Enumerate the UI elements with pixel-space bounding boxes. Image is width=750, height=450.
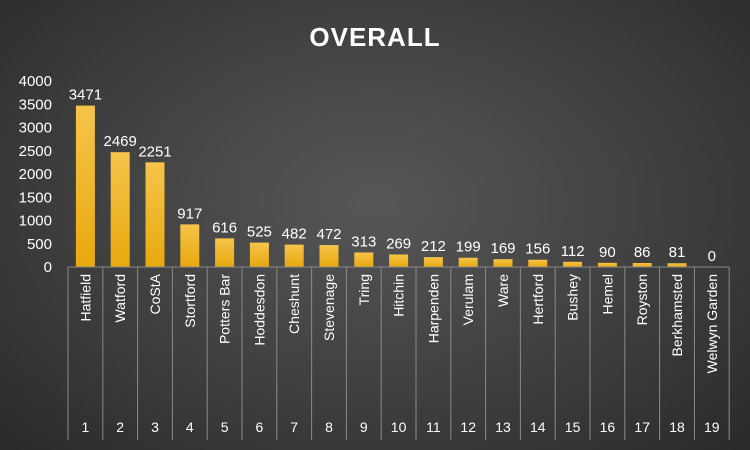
y-tick-label: 4000 bbox=[19, 73, 52, 90]
rank-label: 15 bbox=[565, 419, 581, 435]
bar-6 bbox=[249, 242, 269, 267]
data-label: 472 bbox=[316, 226, 341, 243]
bar-2 bbox=[110, 152, 130, 267]
bar-18 bbox=[667, 263, 687, 267]
data-label: 2251 bbox=[138, 143, 171, 160]
data-label: 616 bbox=[212, 219, 237, 236]
y-tick-label: 0 bbox=[44, 259, 52, 276]
rank-label: 11 bbox=[426, 419, 441, 435]
data-label: 0 bbox=[708, 248, 716, 265]
rank-label: 17 bbox=[634, 419, 650, 435]
y-tick-label: 2000 bbox=[19, 166, 52, 183]
category-label: Ware bbox=[495, 274, 511, 307]
rank-label: 9 bbox=[360, 419, 368, 435]
rank-label: 13 bbox=[495, 419, 511, 435]
rank-label: 14 bbox=[530, 419, 546, 435]
rank-label: 16 bbox=[600, 419, 616, 435]
category-label: Hoddesdon bbox=[251, 274, 267, 346]
data-label: 199 bbox=[456, 239, 481, 256]
rank-label: 6 bbox=[256, 419, 264, 435]
category-label: Hitchin bbox=[391, 274, 407, 317]
category-labels: Hatfield Watford CoStA Stortford Potters Bar… bbox=[77, 273, 719, 373]
rank-labels: 1 2 3 4 5 6 7 8 9 10 11 12 13 14 15 16 17 18 19 bbox=[82, 419, 720, 435]
category-label: Hemel bbox=[599, 274, 615, 314]
rank-label: 18 bbox=[669, 419, 685, 435]
bar-13 bbox=[493, 259, 513, 267]
bar-16 bbox=[597, 262, 617, 267]
y-tick-label: 1500 bbox=[19, 189, 52, 206]
bar-7 bbox=[284, 244, 304, 267]
rank-label: 2 bbox=[116, 419, 124, 435]
data-label: 81 bbox=[669, 244, 686, 261]
bar-3 bbox=[145, 162, 165, 267]
data-label: 156 bbox=[525, 241, 550, 258]
rank-label: 3 bbox=[151, 419, 159, 435]
category-label: Bushey bbox=[565, 274, 581, 321]
category-label: Harpenden bbox=[425, 274, 441, 343]
category-label: Watford bbox=[112, 274, 128, 323]
bar-14 bbox=[528, 259, 548, 267]
data-label: 112 bbox=[561, 243, 585, 260]
category-label: Tring bbox=[356, 274, 372, 305]
rank-label: 5 bbox=[221, 419, 229, 435]
data-label: 917 bbox=[177, 205, 202, 222]
category-table-grid bbox=[67, 266, 730, 440]
rank-label: 1 bbox=[82, 419, 90, 435]
rank-label: 7 bbox=[290, 419, 298, 435]
category-label: Stevenage bbox=[321, 274, 337, 341]
rank-label: 12 bbox=[460, 419, 476, 435]
data-label: 525 bbox=[247, 224, 272, 241]
data-label: 269 bbox=[386, 235, 411, 252]
data-label: 86 bbox=[634, 244, 651, 261]
y-tick-label: 2500 bbox=[19, 143, 52, 160]
category-label: Berkhamsted bbox=[669, 274, 685, 356]
category-label: Welwyn Garden bbox=[704, 274, 720, 373]
bar-11 bbox=[423, 257, 443, 267]
category-label: Verulam bbox=[460, 274, 476, 325]
rank-label: 8 bbox=[325, 419, 333, 435]
bar-5 bbox=[215, 238, 235, 267]
bar-17 bbox=[632, 263, 652, 267]
y-axis-tick-labels: 0 500 1000 1500 2000 2500 3000 3500 4000 bbox=[19, 73, 52, 276]
data-label: 2469 bbox=[104, 133, 137, 150]
data-label: 90 bbox=[599, 244, 616, 261]
category-label: Potters Bar bbox=[217, 274, 233, 344]
bar-4 bbox=[180, 224, 200, 267]
bar-9 bbox=[354, 252, 374, 267]
category-label: Stortford bbox=[182, 274, 198, 328]
y-tick-label: 1000 bbox=[19, 213, 52, 230]
data-label: 169 bbox=[490, 240, 515, 257]
bar-15 bbox=[563, 261, 583, 267]
y-tick-label: 500 bbox=[27, 236, 52, 253]
category-label: Hatfield bbox=[77, 274, 93, 321]
data-label: 313 bbox=[351, 233, 376, 250]
y-tick-label: 3500 bbox=[19, 96, 52, 113]
bar-12 bbox=[458, 257, 478, 267]
category-label: Hertford bbox=[530, 274, 546, 325]
bar-10 bbox=[389, 254, 409, 267]
chart-title: OVERALL bbox=[309, 22, 440, 52]
data-label: 482 bbox=[282, 226, 307, 243]
rank-label: 4 bbox=[186, 419, 194, 435]
bar-8 bbox=[319, 245, 339, 267]
rank-label: 19 bbox=[704, 419, 720, 435]
data-label: 212 bbox=[421, 238, 446, 255]
category-label: CoStA bbox=[147, 273, 163, 314]
category-label: Royston bbox=[634, 274, 650, 325]
bar-1 bbox=[75, 105, 95, 267]
category-label: Cheshunt bbox=[286, 274, 302, 334]
data-label: 3471 bbox=[69, 87, 102, 104]
bars bbox=[75, 105, 687, 267]
rank-label: 10 bbox=[391, 419, 407, 435]
y-tick-label: 3000 bbox=[19, 120, 52, 137]
